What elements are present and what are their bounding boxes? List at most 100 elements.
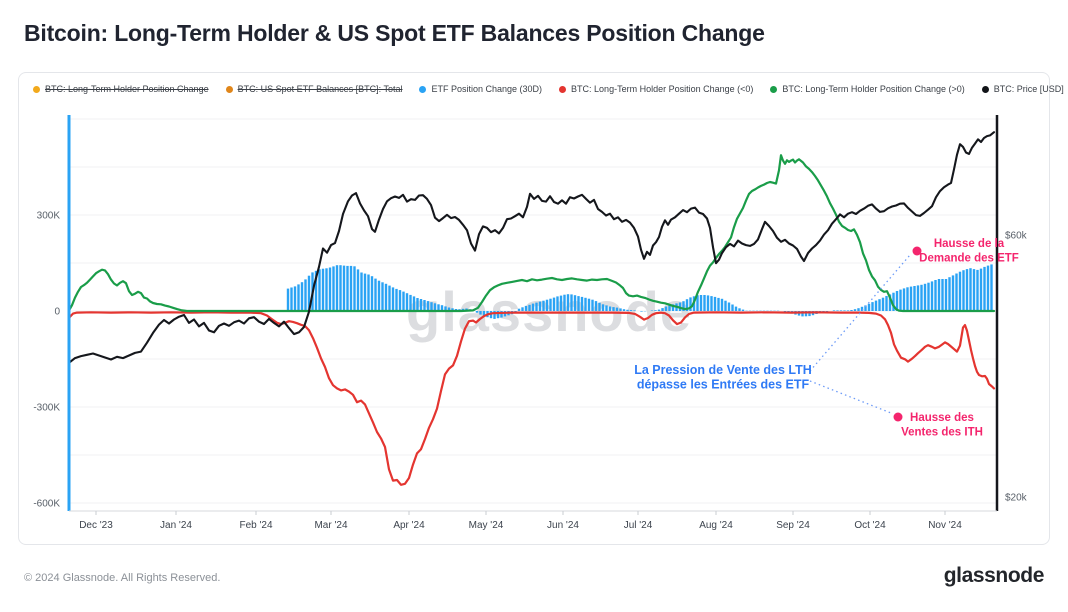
legend-dot: [770, 85, 778, 93]
etf-bar: [832, 310, 836, 311]
etf-bar: [871, 302, 874, 311]
etf-bar: [412, 296, 416, 311]
legend-item-0[interactable]: BTC: Long-Term Holder Position Change: [33, 84, 209, 94]
annotation-etf-demand: Hausse de la Demande des ETF: [919, 238, 1019, 265]
etf-bar: [850, 310, 853, 311]
etf-bar: [475, 311, 479, 313]
etf-bar: [738, 308, 741, 311]
etf-bar: [321, 268, 325, 311]
etf-bar: [741, 309, 745, 311]
etf-bar: [552, 297, 556, 311]
etf-bar: [629, 310, 633, 311]
etf-bar: [706, 295, 710, 311]
x-axis-label: Feb '24: [239, 520, 272, 531]
etf-bar: [524, 305, 528, 311]
etf-bar: [377, 280, 381, 311]
etf-bar: [986, 265, 990, 311]
legend-label: BTC: Price [USD]: [993, 84, 1064, 94]
etf-bar: [857, 308, 860, 311]
etf-bar: [570, 294, 573, 311]
etf-bar: [983, 266, 986, 311]
legend-item-2[interactable]: ETF Position Change (30D): [419, 84, 542, 94]
etf-bar: [290, 287, 293, 311]
etf-bar: [944, 279, 948, 311]
etf-bar: [405, 293, 409, 311]
legend-dot: [981, 85, 989, 93]
chart-card: BTC: Long-Term Holder Position Change BTC…: [18, 72, 1064, 545]
etf-bar: [496, 311, 500, 319]
etf-bar: [594, 301, 598, 311]
left-axis-label: 300K: [37, 211, 61, 222]
etf-bar: [556, 296, 559, 311]
etf-bar: [717, 297, 720, 311]
etf-bar: [514, 311, 517, 312]
etf-bar: [419, 299, 423, 311]
x-axis-label: Jan '24: [160, 520, 192, 531]
etf-bar: [304, 279, 307, 311]
legend-item-5[interactable]: BTC: Price [USD]: [981, 84, 1064, 94]
x-axis-label: Jun '24: [547, 520, 579, 531]
etf-bar: [437, 304, 440, 311]
etf-bar: [318, 269, 321, 311]
etf-bar: [384, 283, 388, 311]
etf-bar: [444, 306, 447, 311]
etf-bar: [696, 295, 699, 311]
etf-bar: [612, 307, 615, 311]
legend-item-1[interactable]: BTC: US Spot ETF Balances [BTC]: Total: [225, 84, 402, 94]
etf-bar: [584, 297, 587, 311]
etf-bar: [685, 299, 689, 311]
left-axis-label: 0: [54, 307, 60, 318]
etf-bar: [927, 282, 930, 311]
legend-item-4[interactable]: BTC: Long-Term Holder Position Change (>…: [770, 84, 965, 94]
annotation-etf-demand-dot: [912, 246, 922, 256]
etf-bar: [535, 302, 538, 311]
glassnode-logo: glassnode: [943, 564, 1045, 587]
etf-bar: [839, 310, 843, 311]
etf-bar: [668, 305, 671, 311]
etf-bar: [808, 311, 811, 317]
etf-bar: [825, 311, 829, 312]
etf-bar: [836, 310, 839, 311]
etf-bar: [801, 311, 804, 317]
etf-bar: [913, 286, 916, 311]
legend-label: BTC: Long-Term Holder Position Change: [45, 84, 209, 94]
x-axis-label: May '24: [469, 520, 504, 531]
etf-bar: [580, 296, 584, 311]
etf-bar: [650, 310, 654, 311]
etf-bar: [972, 269, 976, 311]
etf-bar: [416, 298, 419, 311]
etf-bar: [965, 269, 969, 311]
etf-bar: [360, 272, 363, 311]
legend-dot: [559, 85, 567, 93]
etf-bar: [328, 267, 332, 311]
etf-bar: [958, 271, 962, 311]
etf-bar: [598, 302, 601, 311]
etf-bar: [906, 287, 909, 311]
etf-bar: [356, 269, 360, 311]
etf-bar: [430, 302, 433, 311]
footer-copyright: © 2024 Glassnode. All Rights Reserved.: [24, 572, 221, 584]
etf-bar: [955, 273, 958, 311]
etf-bar: [587, 298, 591, 311]
etf-bar: [314, 270, 318, 311]
etf-bar: [573, 295, 577, 311]
etf-bar: [591, 299, 594, 311]
etf-bar: [640, 311, 643, 312]
etf-bar: [874, 300, 878, 311]
etf-bar: [388, 285, 391, 311]
etf-bar: [391, 287, 395, 311]
etf-bar: [682, 301, 685, 311]
right-axis-label: $20k: [1005, 493, 1028, 504]
x-axis-label: Jul '24: [624, 520, 653, 531]
etf-bar: [297, 284, 300, 311]
etf-bar: [633, 310, 636, 311]
annotation-connector: [809, 380, 892, 414]
etf-bar: [689, 297, 692, 311]
etf-bar: [885, 296, 888, 311]
legend-item-3[interactable]: BTC: Long-Term Holder Position Change (<…: [559, 84, 753, 94]
etf-bar: [342, 265, 346, 311]
etf-bar: [979, 268, 983, 311]
etf-bar: [538, 301, 542, 311]
etf-bar: [479, 311, 482, 315]
legend-row: BTC: Long-Term Holder Position Change BTC…: [19, 73, 1064, 97]
